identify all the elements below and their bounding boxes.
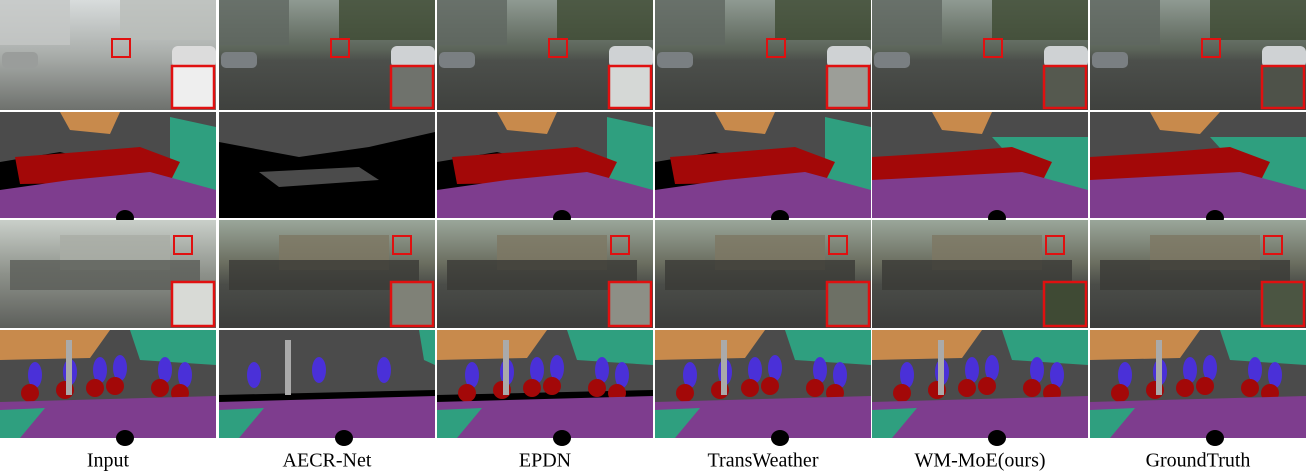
seg-bicycle (106, 377, 124, 395)
seg-bicycle (1176, 379, 1194, 397)
zoom-inset (172, 66, 214, 108)
column: GroundTruth (1090, 0, 1306, 472)
car (874, 52, 910, 68)
building (219, 0, 289, 45)
seg-bicycle (978, 377, 996, 395)
seg-bicycle (458, 384, 476, 402)
column: Input (0, 0, 216, 472)
car (439, 52, 475, 68)
trees (339, 0, 435, 40)
seg-bicycle (893, 384, 911, 402)
seg-hood (116, 430, 134, 446)
trees (557, 0, 653, 40)
seg-person (312, 357, 326, 383)
seg-bicycle (86, 379, 104, 397)
seg-vegetation (567, 330, 653, 365)
seg-bicycle (806, 379, 824, 397)
zoom-inset (609, 282, 651, 326)
caption: WM-MoE(ours) (914, 450, 1045, 472)
building (1090, 0, 1160, 45)
seg-vegetation (1220, 330, 1306, 365)
trees (775, 0, 871, 40)
seg-bicycle (588, 379, 606, 397)
seg-bicycle (676, 384, 694, 402)
caption: EPDN (519, 450, 571, 472)
seg-hood (1206, 430, 1224, 446)
seg-bicycle (21, 384, 39, 402)
trees (120, 0, 216, 40)
seg-bicycle (523, 379, 541, 397)
seg-bicycle (1111, 384, 1129, 402)
seg-hood (335, 430, 353, 446)
seg-pole (66, 340, 72, 395)
zoom-inset (1262, 282, 1304, 326)
car (2, 52, 38, 68)
building (655, 0, 725, 45)
seg-vegetation (785, 330, 871, 365)
building (437, 0, 507, 45)
zoom-inset (609, 66, 651, 108)
seg-vegetation (1002, 330, 1088, 365)
figure: Input AECR-Net EPDN TransWeather WM-MoE(ours… (0, 0, 1310, 475)
zoom-inset (827, 282, 869, 326)
column: TransWeather (655, 0, 871, 472)
zoom-inset (391, 282, 433, 326)
seg-pole (938, 340, 944, 395)
caption: GroundTruth (1146, 450, 1251, 472)
car (1044, 46, 1088, 68)
column: AECR-Net (219, 0, 435, 472)
seg-bicycle (543, 377, 561, 395)
seg-bicycle (151, 379, 169, 397)
zoom-inset (1262, 66, 1304, 108)
seg-bicycle (761, 377, 779, 395)
building (872, 0, 942, 45)
car (657, 52, 693, 68)
zoom-inset (827, 66, 869, 108)
car (221, 52, 257, 68)
seg-vegetation (130, 330, 216, 365)
seg-hood (553, 430, 571, 446)
caption: AECR-Net (283, 450, 372, 472)
zoom-inset (1044, 282, 1086, 326)
zoom-inset (1044, 66, 1086, 108)
caption: Input (87, 450, 130, 472)
car (1092, 52, 1128, 68)
seg-bicycle (1196, 377, 1214, 395)
column: EPDN (437, 0, 653, 472)
car (827, 46, 871, 68)
seg-bicycle (958, 379, 976, 397)
seg-bicycle (1241, 379, 1259, 397)
seg-pole (1156, 340, 1162, 395)
car (609, 46, 653, 68)
caption: TransWeather (708, 450, 819, 472)
car (1262, 46, 1306, 68)
building (0, 0, 70, 45)
trees (1210, 0, 1306, 40)
seg-bicycle (741, 379, 759, 397)
zoom-inset (172, 282, 214, 326)
seg-bicycle (1023, 379, 1041, 397)
zoom-inset (391, 66, 433, 108)
seg-person (247, 362, 261, 388)
column: WM-MoE(ours) (872, 0, 1088, 472)
seg-pole (285, 340, 291, 395)
seg-person (377, 357, 391, 383)
car (172, 46, 216, 68)
car (391, 46, 435, 68)
seg-pole (721, 340, 727, 395)
seg-pole (503, 340, 509, 395)
trees (992, 0, 1088, 40)
seg-hood (988, 430, 1006, 446)
seg-hood (771, 430, 789, 446)
page: Input AECR-Net EPDN TransWeather WM-MoE(ours… (0, 0, 1310, 475)
